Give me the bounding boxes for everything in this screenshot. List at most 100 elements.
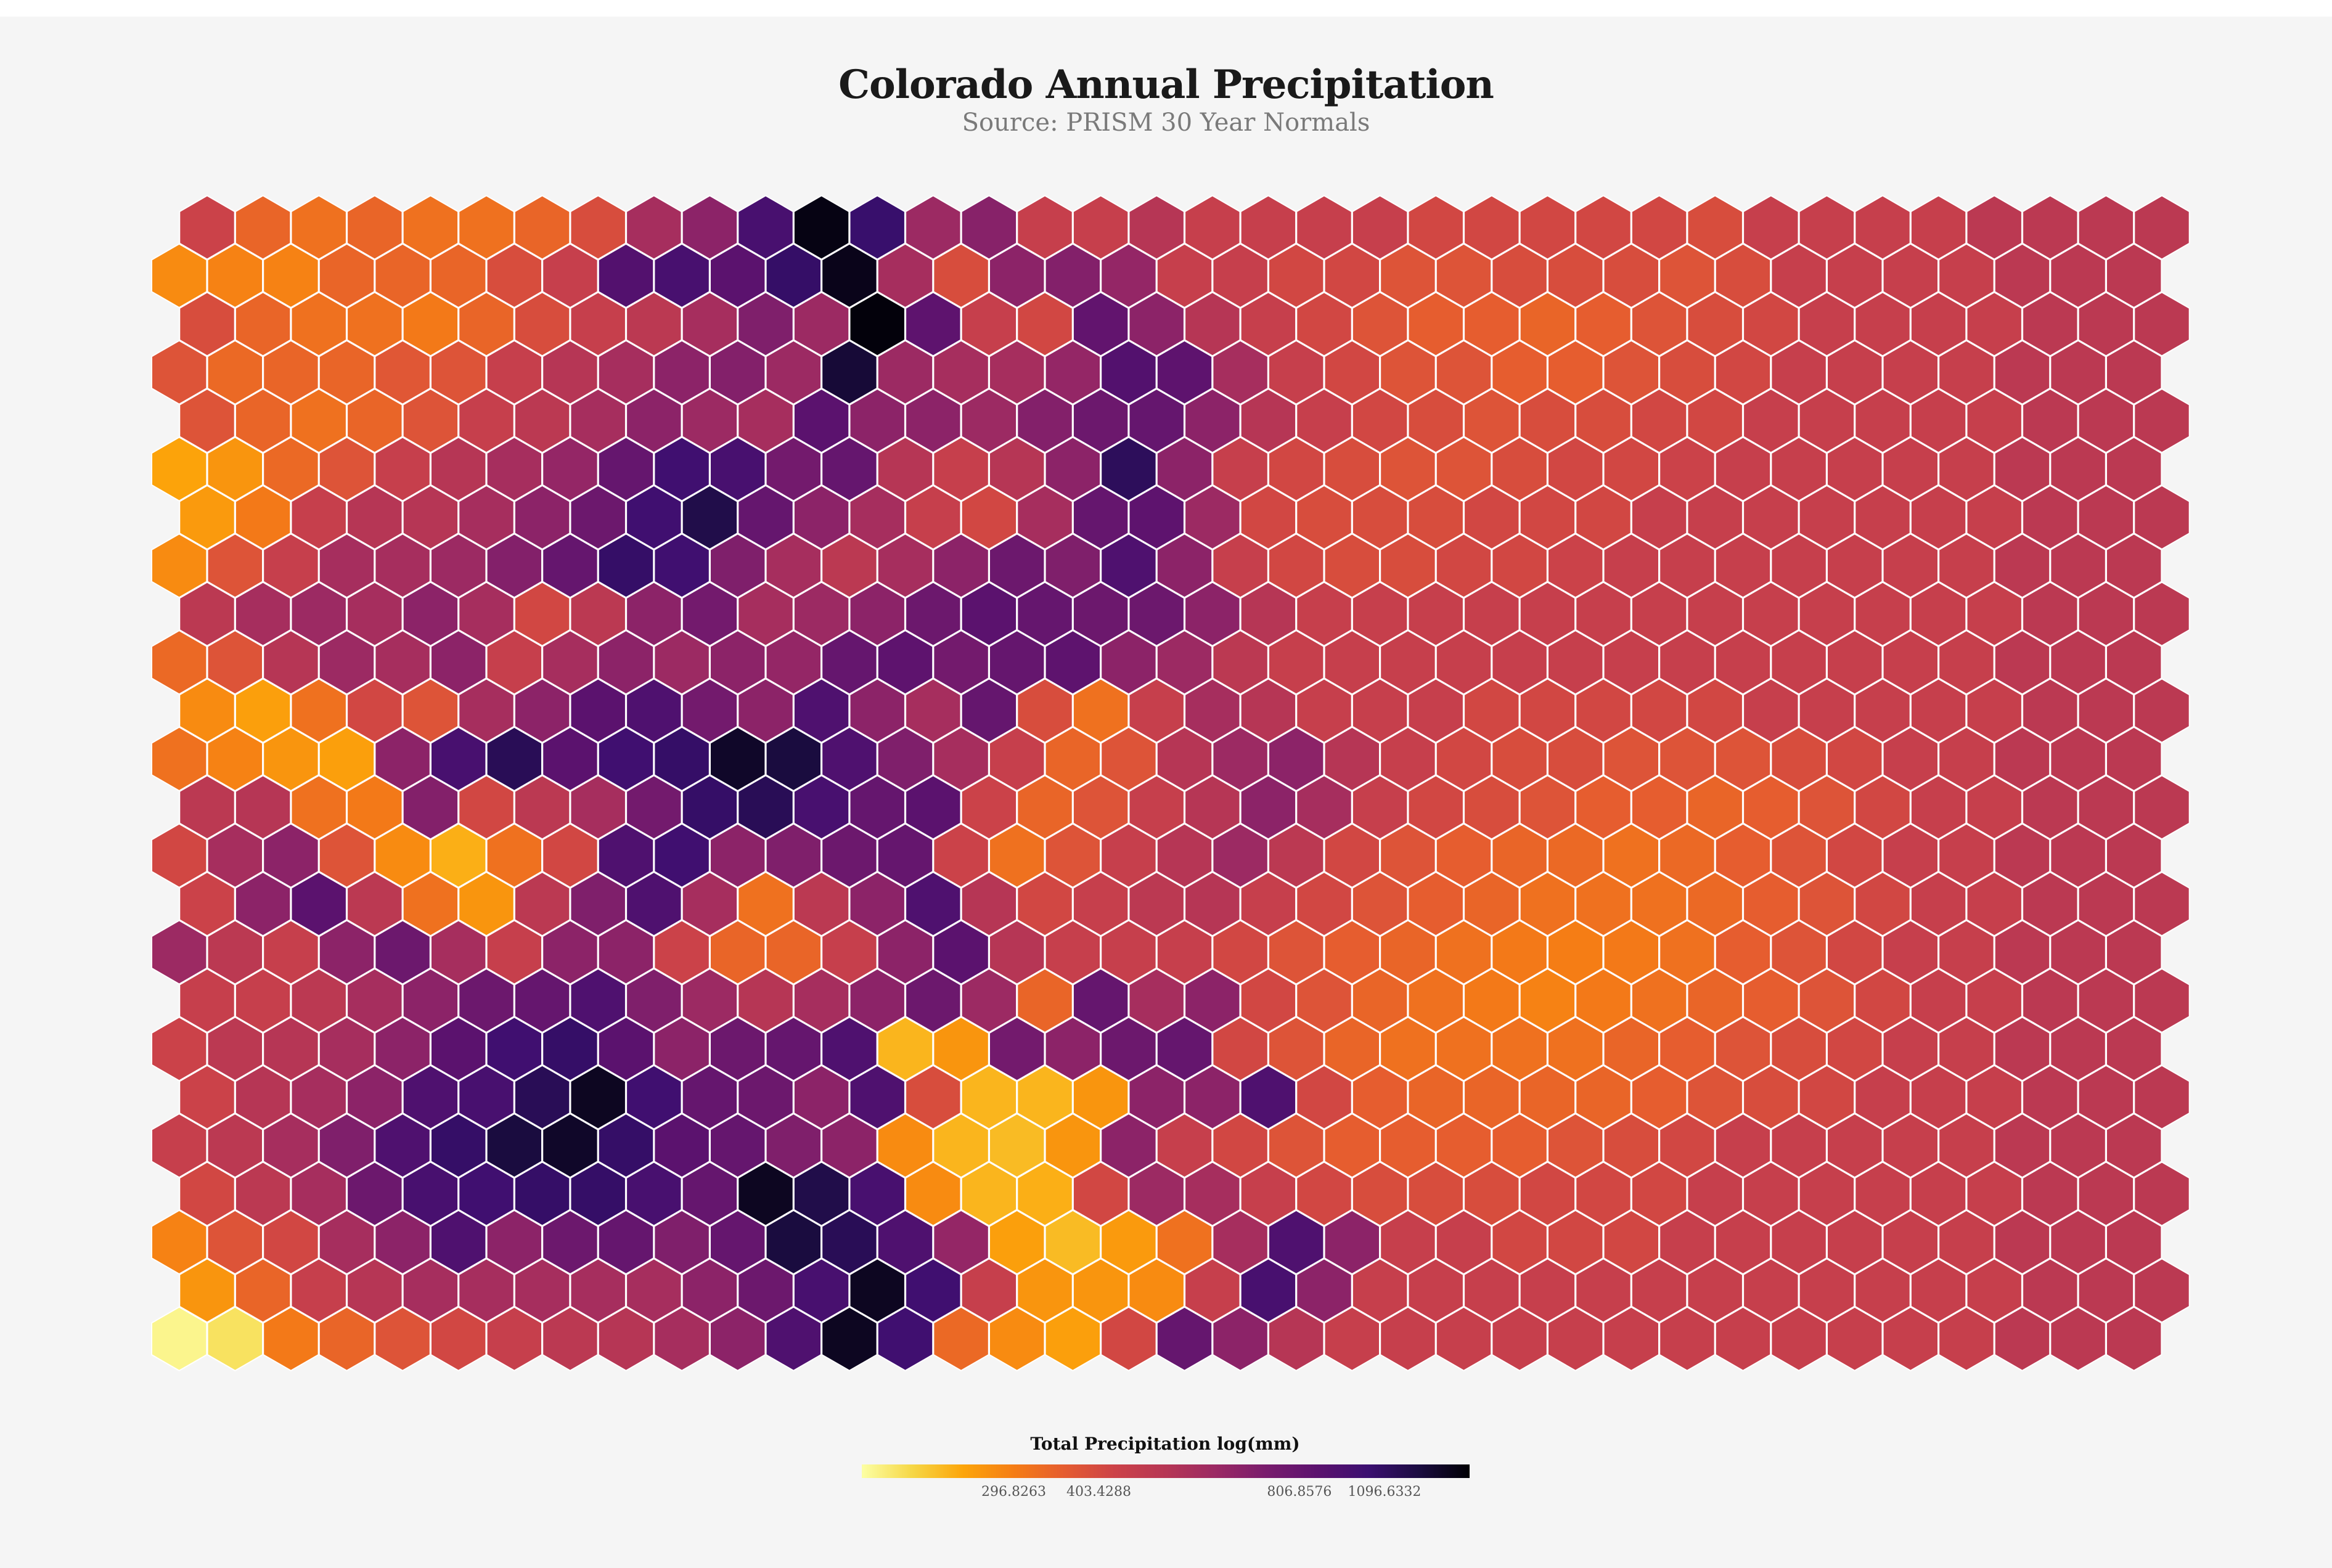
hex-cell — [402, 1064, 459, 1130]
hex-cell — [1100, 243, 1157, 309]
hex-cell — [1268, 726, 1325, 792]
hex-cell — [318, 726, 375, 792]
hex-cell — [570, 1161, 626, 1227]
hex-cell — [234, 1064, 292, 1130]
hex-cell — [597, 436, 655, 502]
hex-cell — [430, 533, 487, 598]
hex-cell — [1296, 775, 1352, 840]
hex-cell — [207, 436, 263, 502]
hex-cell — [1491, 1209, 1548, 1275]
hex-cell — [1854, 292, 1911, 357]
hex-cell — [1156, 629, 1213, 695]
hex-cell — [2022, 775, 2079, 840]
hex-cell — [681, 1064, 738, 1130]
hex-cell — [1240, 678, 1297, 743]
hex-cell — [1351, 1064, 1409, 1130]
hex-cell — [1212, 823, 1269, 888]
hex-cell — [1630, 292, 1688, 357]
hex-cell — [1128, 581, 1185, 647]
hex-cell — [877, 1306, 934, 1371]
hex-cell — [1100, 726, 1157, 792]
hex-cell — [542, 1113, 599, 1178]
hex-cell — [681, 195, 738, 260]
hex-cell — [1770, 1016, 1827, 1082]
hex-cell — [1743, 1064, 1799, 1130]
hex-cell — [1743, 581, 1799, 647]
hex-cell — [290, 968, 347, 1034]
hex-cell — [430, 920, 487, 985]
hex-cell — [933, 1016, 989, 1082]
hex-cell — [290, 484, 347, 550]
hex-cell — [2134, 775, 2190, 840]
hex-cell — [905, 195, 962, 260]
hex-cell — [1827, 726, 1883, 792]
hex-cell — [681, 1161, 738, 1227]
hex-cell — [263, 629, 319, 695]
hex-cell — [1100, 1209, 1157, 1275]
hex-cell — [570, 388, 626, 454]
hex-cell — [151, 1209, 208, 1275]
hex-cell — [1296, 1064, 1352, 1130]
hex-cell — [1044, 533, 1101, 598]
hex-cell — [1827, 1209, 1883, 1275]
hex-cell — [1798, 581, 1855, 647]
hex-cell — [1017, 292, 1073, 357]
legend-title: Total Precipitation log(mm) — [1030, 1434, 1300, 1454]
hex-cell — [1714, 533, 1772, 598]
hex-cell — [570, 581, 626, 647]
hex-cell — [2106, 1016, 2162, 1082]
hex-cell — [2077, 484, 2135, 550]
hex-cell — [1743, 484, 1799, 550]
hex-cell — [1351, 388, 1409, 454]
hex-cell — [2022, 484, 2079, 550]
hex-cell — [793, 195, 850, 260]
hex-cell — [374, 629, 431, 695]
hex-cell — [710, 629, 766, 695]
hex-cell — [1184, 1161, 1241, 1227]
hex-cell — [849, 1258, 906, 1323]
hex-cell — [1212, 920, 1269, 985]
hex-cell — [1184, 775, 1241, 840]
hex-cell — [933, 436, 989, 502]
hex-cell — [849, 968, 906, 1034]
hex-cell — [933, 1113, 989, 1178]
hex-cell — [1380, 436, 1436, 502]
hex-cell — [1017, 581, 1073, 647]
hex-cell — [207, 1113, 263, 1178]
hex-cell — [346, 1064, 403, 1130]
hex-cell — [1072, 581, 1129, 647]
hex-cell — [653, 920, 710, 985]
hex-cell — [374, 1306, 431, 1371]
hex-cell — [1324, 629, 1380, 695]
hex-cell — [486, 533, 542, 598]
hex-cell — [1072, 388, 1129, 454]
hex-cell — [374, 533, 431, 598]
hex-cell — [1407, 968, 1464, 1034]
hex-cell — [626, 968, 682, 1034]
hex-cell — [737, 775, 794, 840]
hex-cell — [1630, 968, 1688, 1034]
hex-cell — [179, 1161, 235, 1227]
hex-cell — [905, 775, 962, 840]
hex-cell — [765, 1209, 822, 1275]
hex-cell — [1240, 484, 1297, 550]
hex-cell — [877, 629, 934, 695]
hex-cell — [430, 436, 487, 502]
hex-cell — [151, 920, 208, 985]
hex-cell — [1380, 1113, 1436, 1178]
hex-cell — [1380, 1209, 1436, 1275]
hex-cell — [570, 484, 626, 550]
hex-cell — [2106, 243, 2162, 309]
hex-cell — [1380, 629, 1436, 695]
hex-cell — [1268, 243, 1325, 309]
hex-cell — [1296, 388, 1352, 454]
hex-cell — [1994, 1016, 2051, 1082]
hex-cell — [1547, 726, 1604, 792]
hex-cell — [1184, 292, 1241, 357]
hex-cell — [1827, 629, 1883, 695]
hex-cell — [486, 823, 542, 888]
hex-cell — [2077, 968, 2135, 1034]
hex-cell — [1659, 1306, 1716, 1371]
hex-cell — [1380, 533, 1436, 598]
hex-cell — [653, 1209, 710, 1275]
